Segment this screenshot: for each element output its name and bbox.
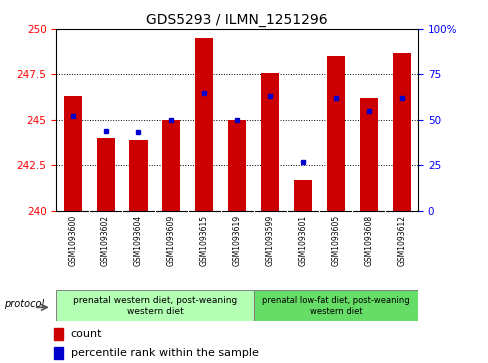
Bar bbox=[293, 180, 311, 211]
Bar bbox=[253, 290, 417, 321]
Text: GSM1093619: GSM1093619 bbox=[232, 215, 241, 266]
Text: GSM1093601: GSM1093601 bbox=[298, 215, 307, 266]
Text: GSM1093615: GSM1093615 bbox=[200, 215, 208, 266]
Bar bbox=[359, 98, 377, 211]
Text: GSM1093605: GSM1093605 bbox=[331, 215, 340, 266]
Bar bbox=[162, 120, 180, 211]
Bar bbox=[195, 38, 213, 211]
Bar bbox=[129, 140, 147, 211]
Bar bbox=[392, 53, 410, 211]
Bar bbox=[326, 56, 344, 211]
Bar bbox=[56, 290, 253, 321]
Text: GSM1093600: GSM1093600 bbox=[68, 215, 77, 266]
Text: GSM1093599: GSM1093599 bbox=[265, 215, 274, 266]
Bar bbox=[54, 347, 63, 359]
Bar bbox=[54, 328, 63, 340]
Text: GSM1093608: GSM1093608 bbox=[364, 215, 372, 266]
Bar bbox=[261, 73, 279, 211]
Bar bbox=[227, 120, 245, 211]
Text: GSM1093612: GSM1093612 bbox=[396, 215, 406, 265]
Text: prenatal western diet, post-weaning
western diet: prenatal western diet, post-weaning west… bbox=[73, 296, 237, 315]
Text: GSM1093602: GSM1093602 bbox=[101, 215, 110, 266]
Title: GDS5293 / ILMN_1251296: GDS5293 / ILMN_1251296 bbox=[146, 13, 327, 26]
Bar bbox=[96, 138, 114, 211]
Text: protocol: protocol bbox=[4, 299, 45, 309]
Text: GSM1093604: GSM1093604 bbox=[134, 215, 142, 266]
Text: GSM1093609: GSM1093609 bbox=[166, 215, 176, 266]
Text: prenatal low-fat diet, post-weaning
western diet: prenatal low-fat diet, post-weaning west… bbox=[262, 296, 409, 315]
Text: count: count bbox=[71, 329, 102, 339]
Text: percentile rank within the sample: percentile rank within the sample bbox=[71, 348, 258, 358]
Bar bbox=[63, 96, 81, 211]
